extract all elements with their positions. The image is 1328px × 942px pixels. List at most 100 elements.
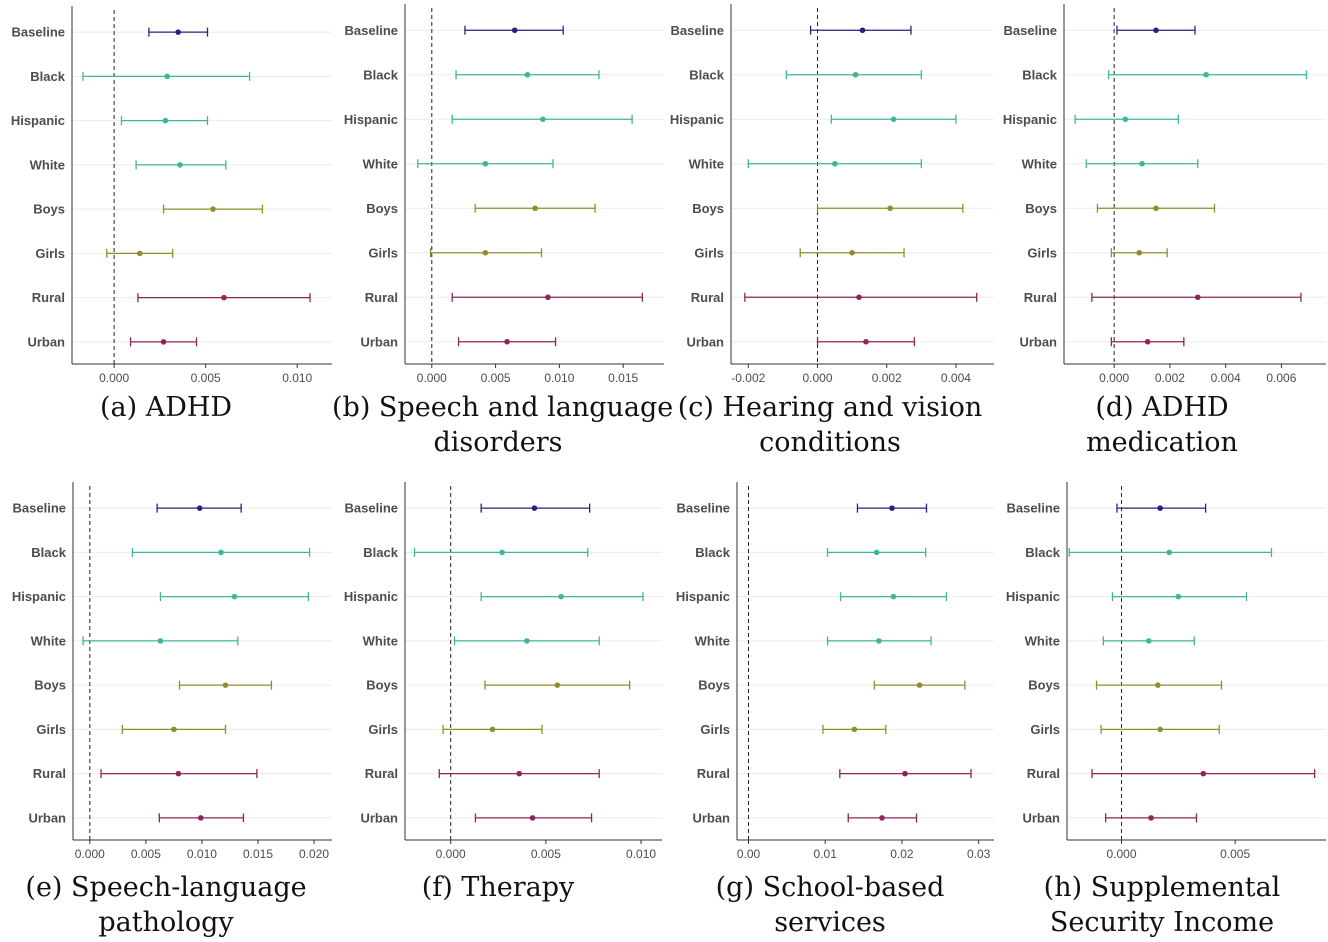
- category-label: Urban: [1019, 334, 1057, 349]
- category-label: White: [1025, 633, 1060, 648]
- category-label: Black: [363, 67, 398, 82]
- category-label: Boys: [34, 678, 66, 693]
- plot-adhd: 0.000 0.005 0.010 Baseline Black Hispanic Whit…: [11, 6, 332, 385]
- category-label: Urban: [360, 334, 398, 349]
- panel-therapy: 0.000 0.005 0.010 Baseline Black Hispanic Whit…: [332, 478, 664, 942]
- category-label: Baseline: [671, 23, 724, 38]
- point-estimate: [499, 549, 505, 556]
- category-label: Girls: [35, 246, 65, 261]
- x-tick-label: 0.015: [608, 371, 638, 385]
- point-estimate: [1148, 815, 1154, 821]
- point-estimate: [231, 593, 238, 600]
- plot-speech-language-pathology: 0.000 0.005 0.010 0.015 0.020 Baseline Black Hi…: [12, 482, 332, 861]
- point-estimate: [532, 205, 538, 212]
- x-tick-label: 0.000: [417, 371, 447, 385]
- point-estimate: [832, 160, 838, 167]
- point-estimate: [222, 682, 229, 688]
- category-label: Girls: [368, 245, 398, 260]
- caption-school-based-services: (g) School-based services: [664, 870, 996, 940]
- point-estimate: [218, 549, 224, 556]
- category-label: Urban: [1022, 810, 1060, 825]
- point-estimate: [524, 71, 531, 78]
- point-estimate: [1139, 160, 1145, 167]
- point-estimate: [136, 250, 143, 257]
- category-label: Girls: [700, 722, 730, 737]
- category-label: White: [689, 156, 724, 171]
- caption-line-2: conditions: [759, 427, 901, 458]
- panel-adhd-medication: 0.000 0.002 0.004 0.006 Baseline Black Hispani…: [996, 0, 1328, 470]
- caption-line-1: (b) Speech and language: [332, 392, 674, 423]
- category-label: Black: [695, 545, 730, 560]
- point-estimate: [529, 815, 536, 821]
- caption-line-2: pathology: [98, 907, 234, 938]
- x-tick-label: 0.03: [967, 847, 991, 861]
- point-estimate: [1153, 27, 1159, 34]
- category-label: Boys: [698, 678, 730, 693]
- x-tick-label: 0.000: [1099, 371, 1129, 385]
- point-estimate: [852, 71, 859, 78]
- panel-adhd: 0.000 0.005 0.010 Baseline Black Hispanic Whit…: [0, 0, 332, 470]
- category-label: Hispanic: [344, 112, 398, 127]
- category-label: Girls: [1030, 722, 1060, 737]
- point-estimate: [531, 505, 538, 511]
- caption-line-1: (h) Supplemental: [1043, 872, 1281, 903]
- point-estimate: [1200, 770, 1207, 777]
- category-label: Rural: [691, 290, 724, 305]
- caption-line-2: Security Income: [1049, 907, 1275, 938]
- point-estimate: [916, 682, 923, 688]
- caption-speech-language-disorders: (b) Speech and language disorders: [332, 390, 674, 460]
- category-label: Black: [31, 545, 66, 560]
- category-label: Baseline: [1004, 23, 1057, 38]
- plot-supplemental-security-income: 0.000 0.005 Baseline Black Hispanic White Boys…: [1006, 482, 1326, 861]
- category-label: Black: [689, 67, 724, 82]
- category-label: White: [695, 633, 730, 648]
- point-estimate: [1203, 71, 1209, 78]
- x-tick-label: 0.02: [890, 847, 914, 861]
- x-tick-label: 0.010: [282, 371, 312, 385]
- panel-supplemental-security-income: 0.000 0.005 Baseline Black Hispanic White Boys…: [996, 478, 1328, 942]
- category-label: Baseline: [1007, 501, 1060, 516]
- category-label: White: [1022, 156, 1057, 171]
- point-estimate: [554, 682, 561, 688]
- point-estimate: [1157, 505, 1163, 511]
- x-tick-label: 0.005: [1220, 847, 1250, 861]
- caption-line-1: (d) ADHD: [1095, 392, 1229, 423]
- x-tick-label: 0.000: [802, 371, 832, 385]
- point-estimate: [221, 294, 227, 301]
- category-label: Hispanic: [11, 113, 65, 128]
- point-estimate: [863, 338, 869, 345]
- point-estimate: [171, 726, 177, 733]
- x-tick-label: 0.005: [531, 847, 561, 861]
- category-label: Girls: [694, 245, 724, 260]
- point-estimate: [1122, 116, 1129, 123]
- category-label: Urban: [692, 810, 730, 825]
- point-estimate: [1136, 249, 1143, 256]
- caption-adhd: (a) ADHD: [0, 390, 332, 425]
- x-tick-label: 0.002: [872, 371, 902, 385]
- point-estimate: [887, 205, 893, 212]
- x-tick-label: 0.000: [1107, 847, 1137, 861]
- panel-speech-language-pathology: 0.000 0.005 0.010 0.015 0.020 Baseline Black Hi…: [0, 478, 332, 942]
- category-label: Black: [30, 69, 65, 84]
- category-label: Girls: [36, 722, 66, 737]
- category-label: Hispanic: [1006, 589, 1060, 604]
- caption-line-1: (a) ADHD: [99, 392, 233, 423]
- x-tick-label: 0.00: [737, 847, 761, 861]
- point-estimate: [157, 638, 164, 644]
- category-label: Hispanic: [344, 589, 398, 604]
- point-estimate: [1144, 338, 1151, 345]
- point-estimate: [876, 638, 882, 644]
- caption-line-1: (f) Therapy: [421, 872, 575, 903]
- point-estimate: [1153, 205, 1159, 212]
- point-estimate: [175, 29, 181, 35]
- point-estimate: [1166, 549, 1173, 556]
- point-estimate: [1145, 638, 1152, 644]
- point-estimate: [162, 117, 169, 124]
- category-label: Baseline: [13, 501, 66, 516]
- point-estimate: [849, 249, 855, 256]
- caption-line-2: disorders: [433, 427, 563, 458]
- category-label: White: [30, 157, 65, 172]
- category-label: Boys: [692, 201, 724, 216]
- category-label: Urban: [686, 334, 724, 349]
- x-tick-label: 0.010: [626, 847, 656, 861]
